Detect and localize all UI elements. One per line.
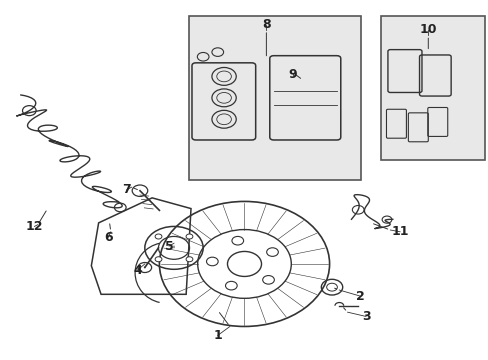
Text: 4: 4 xyxy=(133,264,142,276)
Circle shape xyxy=(155,234,162,239)
Text: 10: 10 xyxy=(419,23,436,36)
Circle shape xyxy=(186,257,192,262)
Text: 1: 1 xyxy=(213,329,222,342)
Text: 6: 6 xyxy=(104,231,112,244)
Text: 12: 12 xyxy=(26,220,43,233)
Text: 11: 11 xyxy=(390,225,408,238)
Text: 5: 5 xyxy=(164,240,173,253)
Text: 9: 9 xyxy=(288,68,297,81)
Circle shape xyxy=(186,234,192,239)
Circle shape xyxy=(155,257,162,262)
Text: 8: 8 xyxy=(262,18,270,31)
Text: 7: 7 xyxy=(122,183,131,196)
Text: 2: 2 xyxy=(355,289,364,303)
Bar xyxy=(188,16,361,180)
Bar xyxy=(380,16,484,160)
Text: 3: 3 xyxy=(361,310,369,323)
